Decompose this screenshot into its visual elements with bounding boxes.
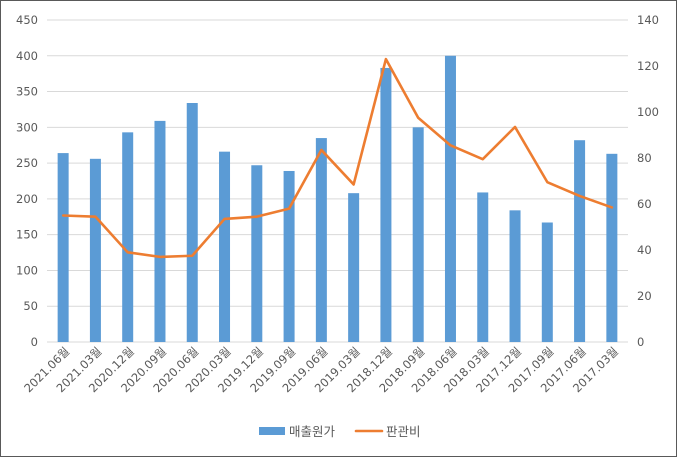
gridlines: [47, 20, 628, 342]
right-axis-ticks: 0 20 40 60 80 100 120 140: [637, 13, 659, 349]
bar: [477, 192, 488, 342]
left-tick-label: 150: [16, 228, 38, 242]
right-tick-label: 140: [637, 13, 659, 27]
left-tick-label: 300: [16, 120, 38, 134]
left-tick-label: 100: [16, 263, 38, 277]
right-tick-label: 80: [637, 151, 652, 165]
left-tick-label: 350: [16, 85, 38, 99]
right-tick-label: 40: [637, 243, 652, 257]
bar: [316, 138, 327, 342]
bar: [542, 223, 553, 342]
bar: [413, 127, 424, 342]
bar: [348, 193, 359, 342]
bar: [122, 132, 133, 342]
right-tick-label: 100: [637, 105, 659, 119]
bar: [187, 103, 198, 342]
left-tick-label: 250: [16, 156, 38, 170]
bar: [574, 140, 585, 342]
x-axis-ticks: 2021.06월2021.03월2020.12월2020.09월2020.06월…: [21, 344, 621, 395]
bar: [284, 171, 295, 342]
right-tick-label: 120: [637, 59, 659, 73]
bar: [251, 165, 262, 342]
left-axis-ticks: 0 50 100 150 200 250 300 350 400 450: [16, 13, 38, 349]
left-tick-label: 400: [16, 49, 38, 63]
bar: [90, 159, 101, 342]
bar: [219, 152, 230, 342]
legend-label-line: 판관비: [386, 424, 421, 439]
bar: [510, 210, 521, 342]
legend-label-bar: 매출원가: [289, 424, 336, 439]
right-tick-label: 20: [637, 289, 652, 303]
left-tick-label: 50: [23, 299, 38, 313]
right-tick-label: 60: [637, 197, 652, 211]
bar: [445, 56, 456, 342]
legend: 매출원가 판관비: [259, 424, 421, 439]
bar: [380, 68, 391, 342]
line-series: [63, 59, 612, 257]
bar: [58, 153, 69, 342]
legend-swatch-bar: [259, 427, 285, 435]
left-tick-label: 450: [16, 13, 38, 27]
bar: [606, 154, 617, 342]
line-path: [63, 59, 612, 257]
right-tick-label: 0: [637, 335, 644, 349]
bar: [154, 121, 165, 342]
left-tick-label: 0: [31, 335, 38, 349]
left-tick-label: 200: [16, 192, 38, 206]
